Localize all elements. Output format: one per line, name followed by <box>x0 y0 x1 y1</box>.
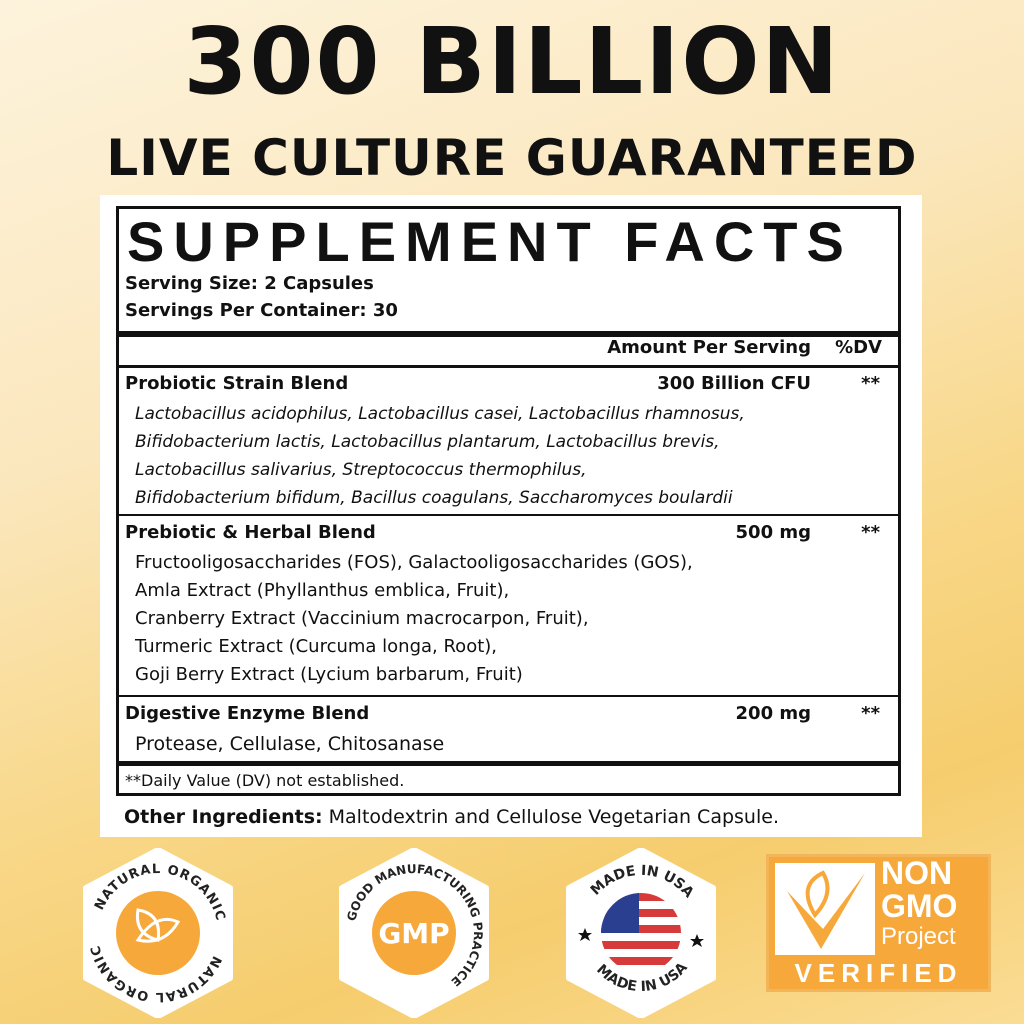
divider <box>119 365 898 368</box>
facts-title: SUPPLEMENT FACTS <box>127 210 853 273</box>
row-name: Probiotic Strain Blend <box>125 373 349 394</box>
divider <box>119 695 898 697</box>
star-icon <box>578 928 592 941</box>
supplement-facts-table: SUPPLEMENT FACTS Serving Size: 2 Capsule… <box>116 206 901 796</box>
row-line: Bifidobacterium bifidum, Bacillus coagul… <box>135 488 733 508</box>
leaf-icon <box>135 908 181 943</box>
row-line: Protease, Cellulase, Chitosanase <box>135 733 445 755</box>
row-line: Lactobacillus salivarius, Streptococcus … <box>135 460 587 480</box>
star-icon <box>690 934 704 947</box>
row-dv: ** <box>861 373 880 394</box>
butterfly-check-icon <box>775 863 875 955</box>
serving-size: Serving Size: 2 Capsules <box>125 273 374 294</box>
divider <box>119 331 898 337</box>
row-amount: 500 mg <box>735 522 811 543</box>
other-label: Other Ingredients: <box>124 806 323 828</box>
row-line: Turmeric Extract (Curcuma longa, Root), <box>135 636 498 657</box>
facts-panel <box>100 195 922 837</box>
other-value: Maltodextrin and Cellulose Vegetarian Ca… <box>322 806 779 828</box>
gmp-badge: GMP GOOD MANUFACTURING PRACTICE <box>339 848 489 1018</box>
headline-main: 300 BILLION <box>183 8 841 115</box>
footnote: **Daily Value (DV) not established. <box>125 771 405 790</box>
divider <box>119 514 898 516</box>
headline-sub: LIVE CULTURE GUARANTEED <box>106 129 918 187</box>
row-dv: ** <box>861 522 880 543</box>
verified-label: VERIFIED <box>794 958 963 988</box>
project-label: Project <box>881 923 956 950</box>
row-line: Cranberry Extract (Vaccinium macrocarpon… <box>135 608 589 629</box>
other-ingredients: Other Ingredients: Maltodextrin and Cell… <box>124 806 779 828</box>
non-label: NON <box>881 855 953 891</box>
row-line: Goji Berry Extract (Lycium barbarum, Fru… <box>135 664 523 685</box>
row-line: Lactobacillus acidophilus, Lactobacillus… <box>135 404 745 424</box>
us-flag-icon <box>601 893 681 973</box>
row-name: Prebiotic & Herbal Blend <box>125 522 376 543</box>
made-in-usa-badge: MADE IN USA MADE IN USA <box>566 848 716 1018</box>
divider <box>119 761 898 766</box>
servings-per-container: Servings Per Container: 30 <box>125 300 398 321</box>
non-gmo-verified-badge: NON GMO Project VERIFIED <box>766 854 991 992</box>
row-line: Bifidobacterium lactis, Lactobacillus pl… <box>135 432 720 452</box>
gmp-label: GMP <box>378 917 449 950</box>
gmo-label: GMO <box>881 888 958 924</box>
row-name: Digestive Enzyme Blend <box>125 703 370 724</box>
row-dv: ** <box>861 703 880 724</box>
row-line: Amla Extract (Phyllanthus emblica, Fruit… <box>135 580 510 601</box>
row-amount: 200 mg <box>735 703 811 724</box>
natural-organic-badge: NATURAL ORGANIC NATURAL ORGANIC <box>83 848 233 1018</box>
row-amount: 300 Billion CFU <box>657 373 811 394</box>
row-line: Fructooligosaccharides (FOS), Galactooli… <box>135 552 693 573</box>
col-dv: %DV <box>835 337 882 358</box>
col-amount: Amount Per Serving <box>607 337 811 358</box>
